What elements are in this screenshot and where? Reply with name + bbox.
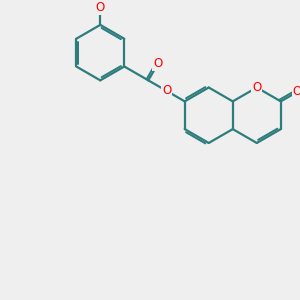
- Text: O: O: [153, 57, 162, 70]
- Text: O: O: [292, 85, 300, 98]
- Text: O: O: [252, 81, 261, 94]
- Text: O: O: [162, 84, 171, 98]
- Text: O: O: [96, 1, 105, 14]
